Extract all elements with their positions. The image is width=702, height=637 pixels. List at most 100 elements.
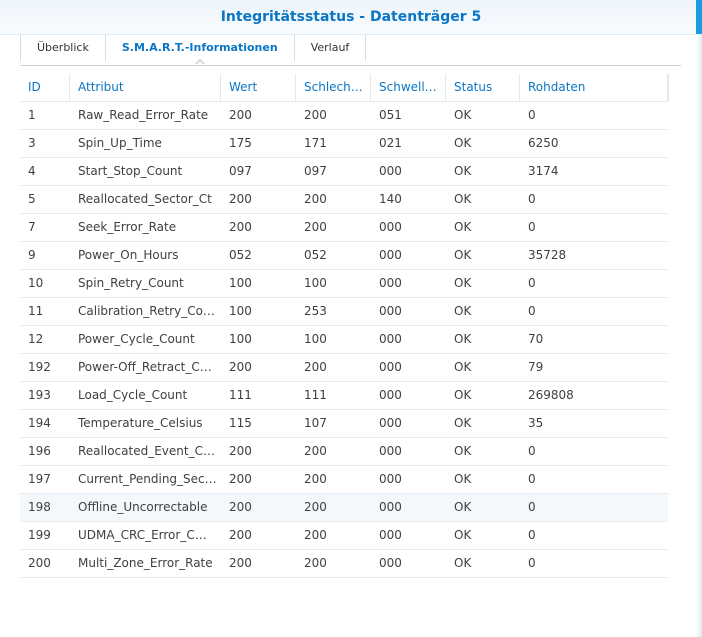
table-row[interactable]: 197 Current_Pending_Sec… 200 200 000 OK 0 [20,466,668,494]
cell-threshold: 000 [379,164,402,178]
cell-worst: 200 [304,556,327,570]
table-row[interactable]: 4 Start_Stop_Count 097 097 000 OK 3174 [20,158,668,186]
smart-table: ID Attribut Wert Schlech… Schwell… Statu… [20,74,668,578]
cell-status: OK [454,136,472,150]
table-row[interactable]: 5 Reallocated_Sector_Ct 200 200 140 OK 0 [20,186,668,214]
table-row[interactable]: 196 Reallocated_Event_C… 200 200 000 OK 0 [20,438,668,466]
table-row[interactable]: 1 Raw_Read_Error_Rate 200 200 051 OK 0 [20,102,668,130]
cell-value: 200 [229,528,252,542]
table-row[interactable]: 199 UDMA_CRC_Error_C… 200 200 000 OK 0 [20,522,668,550]
cell-raw-data: 0 [528,276,536,290]
tab-overview[interactable]: Überblick [20,35,106,61]
cell-threshold: 000 [379,248,402,262]
cell-value: 097 [229,164,252,178]
cell-raw-data: 0 [528,472,536,486]
cell-attribute: Start_Stop_Count [78,164,183,178]
cell-threshold: 000 [379,528,402,542]
cell-worst: 200 [304,108,327,122]
cell-threshold: 000 [379,388,402,402]
cell-value: 100 [229,276,252,290]
cell-attribute: Power_Cycle_Count [78,332,195,346]
table-row[interactable]: 192 Power-Off_Retract_C… 200 200 000 OK 79 [20,354,668,382]
cell-raw-data: 0 [528,192,536,206]
cell-attribute: Spin_Up_Time [78,136,162,150]
column-header-status[interactable]: Status [446,74,520,101]
cell-raw-data: 0 [528,500,536,514]
cell-id: 192 [28,360,51,374]
cell-status: OK [454,276,472,290]
cell-threshold: 051 [379,108,402,122]
cell-attribute: Seek_Error_Rate [78,220,177,234]
cell-raw-data: 3174 [528,164,559,178]
cell-attribute: Load_Cycle_Count [78,388,188,402]
title-bar[interactable]: Integritätsstatus - Datenträger 5 [0,0,702,35]
cell-raw-data: 0 [528,444,536,458]
cell-threshold: 000 [379,304,402,318]
cell-value: 200 [229,444,252,458]
cell-attribute: Reallocated_Sector_Ct [78,192,212,206]
table-row[interactable]: 194 Temperature_Celsius 115 107 000 OK 35 [20,410,668,438]
cell-attribute: Temperature_Celsius [78,416,203,430]
tab-history[interactable]: Verlauf [295,35,367,61]
cell-worst: 100 [304,276,327,290]
cell-id: 12 [28,332,44,346]
table-row[interactable]: 200 Multi_Zone_Error_Rate 200 200 000 OK 0 [20,550,668,578]
cell-raw-data: 269808 [528,388,574,402]
cell-threshold: 000 [379,472,402,486]
cell-status: OK [454,164,472,178]
cell-attribute: Current_Pending_Sec… [78,472,217,486]
table-row[interactable]: 12 Power_Cycle_Count 100 100 000 OK 70 [20,326,668,354]
table-row[interactable]: 10 Spin_Retry_Count 100 100 000 OK 0 [20,270,668,298]
cell-status: OK [454,332,472,346]
cell-worst: 052 [304,248,327,262]
cell-id: 3 [28,136,36,150]
cell-raw-data: 0 [528,528,536,542]
table-row[interactable]: 198 Offline_Uncorrectable 200 200 000 OK 0 [20,494,668,522]
cell-status: OK [454,220,472,234]
column-header-raw-data[interactable]: Rohdaten [520,74,668,101]
column-header-value[interactable]: Wert [221,74,296,101]
cell-status: OK [454,388,472,402]
cell-status: OK [454,416,472,430]
tab-smart-info[interactable]: S.M.A.R.T.-Informationen [106,35,295,65]
table-row[interactable]: 9 Power_On_Hours 052 052 000 OK 35728 [20,242,668,270]
cell-id: 200 [28,556,51,570]
cell-id: 196 [28,444,51,458]
cell-status: OK [454,108,472,122]
column-header-worst[interactable]: Schlech… [296,74,371,101]
cell-threshold: 000 [379,444,402,458]
column-header-threshold[interactable]: Schwell… [371,74,446,101]
cell-value: 200 [229,556,252,570]
tab-label: S.M.A.R.T.-Informationen [121,41,278,54]
table-row[interactable]: 11 Calibration_Retry_Co… 100 253 000 OK 0 [20,298,668,326]
cell-raw-data: 35 [528,416,544,430]
cell-threshold: 021 [379,136,402,150]
cell-id: 193 [28,388,51,402]
cell-status: OK [454,248,472,262]
cell-id: 199 [28,528,51,542]
column-header-attribute[interactable]: Attribut [70,74,221,101]
cell-worst: 200 [304,444,327,458]
cell-raw-data: 79 [528,360,544,374]
cell-value: 200 [229,360,252,374]
column-header-id[interactable]: ID [20,74,70,101]
table-row[interactable]: 193 Load_Cycle_Count 111 111 000 OK 269808 [20,382,668,410]
cell-threshold: 000 [379,500,402,514]
cell-id: 7 [28,220,36,234]
cell-worst: 200 [304,472,327,486]
cell-value: 175 [229,136,252,150]
cell-worst: 200 [304,220,327,234]
cell-raw-data: 35728 [528,248,567,262]
active-tab-indicator-inner [195,61,204,65]
cell-id: 5 [28,192,36,206]
window-title: Integritätsstatus - Datenträger 5 [220,9,482,25]
cell-raw-data: 0 [528,304,536,318]
table-row[interactable]: 3 Spin_Up_Time 175 171 021 OK 6250 [20,130,668,158]
cell-attribute: Calibration_Retry_Co… [78,304,215,318]
cell-id: 198 [28,500,51,514]
table-row[interactable]: 7 Seek_Error_Rate 200 200 000 OK 0 [20,214,668,242]
cell-raw-data: 0 [528,108,536,122]
cell-worst: 171 [304,136,327,150]
cell-status: OK [454,304,472,318]
cell-threshold: 000 [379,276,402,290]
